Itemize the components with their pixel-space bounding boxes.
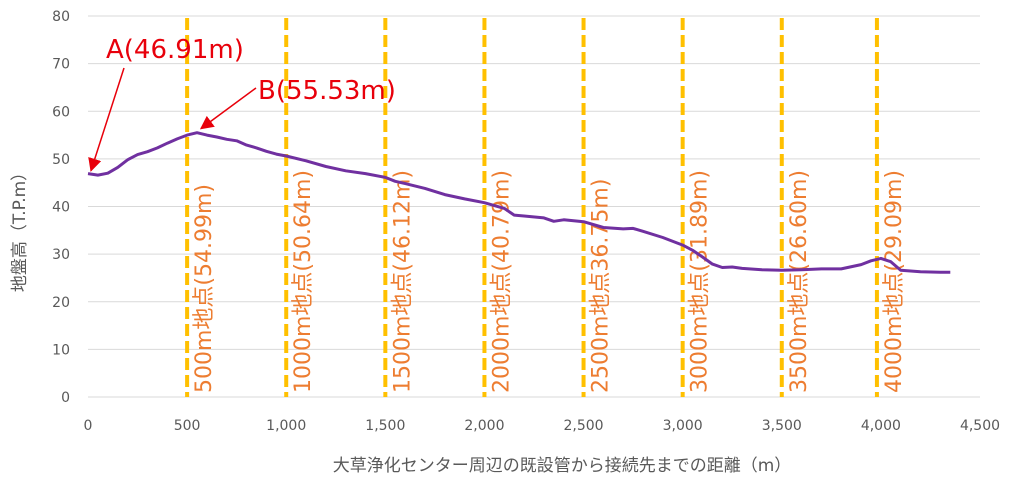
distance-marker-label: 3500m地点(26.60m)	[787, 170, 812, 393]
x-tick-label: 4,500	[960, 418, 1000, 434]
distance-marker-label: 2000m地点(40.79m)	[489, 170, 514, 393]
x-tick-label: 2,000	[464, 418, 504, 434]
annotation-arrow-b	[199, 87, 257, 130]
y-tick-label: 40	[52, 200, 70, 216]
elevation-line	[87, 131, 951, 274]
x-tick-label: 1,000	[266, 418, 306, 434]
series-layer	[87, 131, 951, 274]
y-tick-label: 50	[52, 152, 70, 168]
distance-marker-label: 1000m地点(50.64m)	[291, 170, 316, 393]
x-tick-label: 1,500	[365, 418, 405, 434]
x-tick-label: 3,500	[762, 418, 802, 434]
distance-marker-label: 4000m地点(29.09m)	[882, 170, 907, 393]
annotation-label-b: B(55.53m)	[258, 76, 396, 106]
x-tick-label: 3,000	[663, 418, 703, 434]
distance-marker-label: 3000m地点(31.89m)	[688, 170, 713, 393]
y-axis-ticks: 0 10 20 30 40 50 60 70 80	[52, 9, 70, 406]
x-tick-label: 4,000	[861, 418, 901, 434]
distance-marker-label: 2500m地点36.75m)	[589, 179, 614, 393]
y-tick-label: 60	[52, 104, 70, 120]
y-tick-label: 30	[52, 247, 70, 263]
x-axis-label: 大草浄化センター周辺の既設管から接続先までの距離（m）	[333, 456, 792, 476]
distance-markers: 500m地点(54.99m) 1000m地点(50.64m) 1500m地点(46.…	[185, 18, 907, 397]
annotation-arrow-a	[88, 67, 125, 172]
y-tick-label: 80	[52, 9, 70, 25]
y-tick-label: 10	[52, 342, 70, 358]
x-tick-label: 2,500	[564, 418, 604, 434]
y-tick-label: 0	[61, 390, 70, 406]
y-tick-label: 70	[52, 57, 70, 73]
y-axis-label: 地盤高（T.P.m）	[10, 164, 30, 292]
distance-marker-label: 500m地点(54.99m)	[192, 184, 217, 393]
point-annotations: A(46.91m) B(55.53m)	[88, 35, 396, 172]
x-axis-ticks: 0 500 1,000 1,500 2,000 2,500 3,000 3,500 4,000 4…	[84, 418, 1001, 434]
annotation-label-a: A(46.91m)	[106, 35, 244, 65]
gridlines	[88, 15, 980, 398]
distance-marker-label: 1500m地点(46.12m)	[390, 170, 415, 393]
x-tick-label: 500	[174, 418, 201, 434]
y-tick-label: 20	[52, 295, 70, 311]
x-tick-label: 0	[84, 418, 93, 434]
